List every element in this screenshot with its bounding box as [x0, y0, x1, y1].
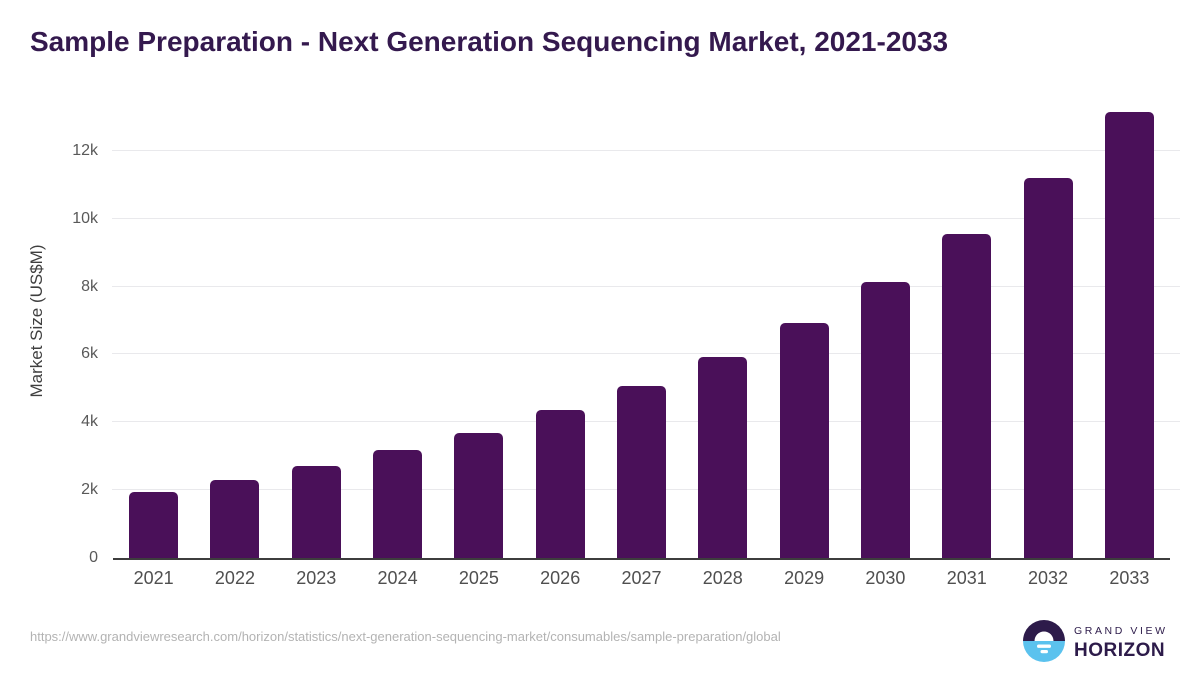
x-tick-2028: 2028	[702, 568, 743, 588]
bar-2023	[291, 466, 341, 558]
y-tick-8k: 8k	[81, 277, 98, 295]
logo-brand-line1: GRAND VIEW	[1074, 625, 1168, 637]
bar-2025	[454, 433, 504, 558]
bar-2031	[942, 234, 992, 558]
bar-2030	[860, 281, 910, 558]
x-tick-2026: 2026	[540, 568, 581, 588]
chart-title: Sample Preparation - Next Generation Seq…	[30, 26, 949, 57]
gridline-6k	[112, 353, 1180, 355]
x-tick-2029: 2029	[784, 568, 825, 588]
x-tick-2024: 2024	[377, 568, 418, 588]
grand-view-horizon-logo: GRAND VIEW HORIZON	[1022, 619, 1182, 665]
x-tick-2032: 2032	[1028, 568, 1069, 588]
bar-2033	[1104, 111, 1154, 558]
bar-2021	[129, 491, 179, 558]
gridline-8k	[112, 285, 1180, 287]
bar-2026	[535, 410, 585, 558]
logo-text: GRAND VIEW HORIZON	[1074, 625, 1168, 662]
bar-2032	[1023, 177, 1073, 558]
source-url: https://www.grandviewresearch.com/horizo…	[30, 629, 781, 644]
bar-2024	[373, 450, 423, 558]
x-tick-2022: 2022	[214, 568, 255, 588]
y-tick-4k: 4k	[81, 413, 98, 431]
bar-2028	[698, 357, 748, 558]
x-tick-2030: 2030	[865, 568, 906, 588]
x-axis-tick-labels: 2021 2022 2023 2024 2025 2026 2027 2028 2029 2030…	[113, 568, 1170, 594]
y-tick-0: 0	[89, 549, 98, 566]
x-tick-2033: 2033	[1109, 568, 1150, 588]
x-tick-2031: 2031	[946, 568, 987, 588]
y-tick-6k: 6k	[81, 345, 98, 363]
x-tick-2021: 2021	[133, 568, 174, 588]
y-tick-10k: 10k	[72, 209, 98, 227]
plot-area	[112, 100, 1180, 560]
y-tick-2k: 2k	[81, 481, 98, 499]
x-tick-2025: 2025	[458, 568, 499, 588]
logo-brand-line2: HORIZON	[1074, 640, 1166, 661]
gridline-12k	[112, 149, 1180, 151]
bar-2022	[210, 479, 260, 558]
x-tick-2027: 2027	[621, 568, 662, 588]
bar-2029	[779, 322, 829, 558]
horizon-sun-icon	[1023, 620, 1065, 662]
y-tick-12k: 12k	[72, 141, 98, 159]
gridline-10k	[112, 217, 1180, 219]
y-axis-tick-labels: 0 2k 4k 6k 8k 10k 12k	[30, 100, 98, 566]
x-tick-2023: 2023	[296, 568, 337, 588]
bar-2027	[617, 385, 666, 558]
